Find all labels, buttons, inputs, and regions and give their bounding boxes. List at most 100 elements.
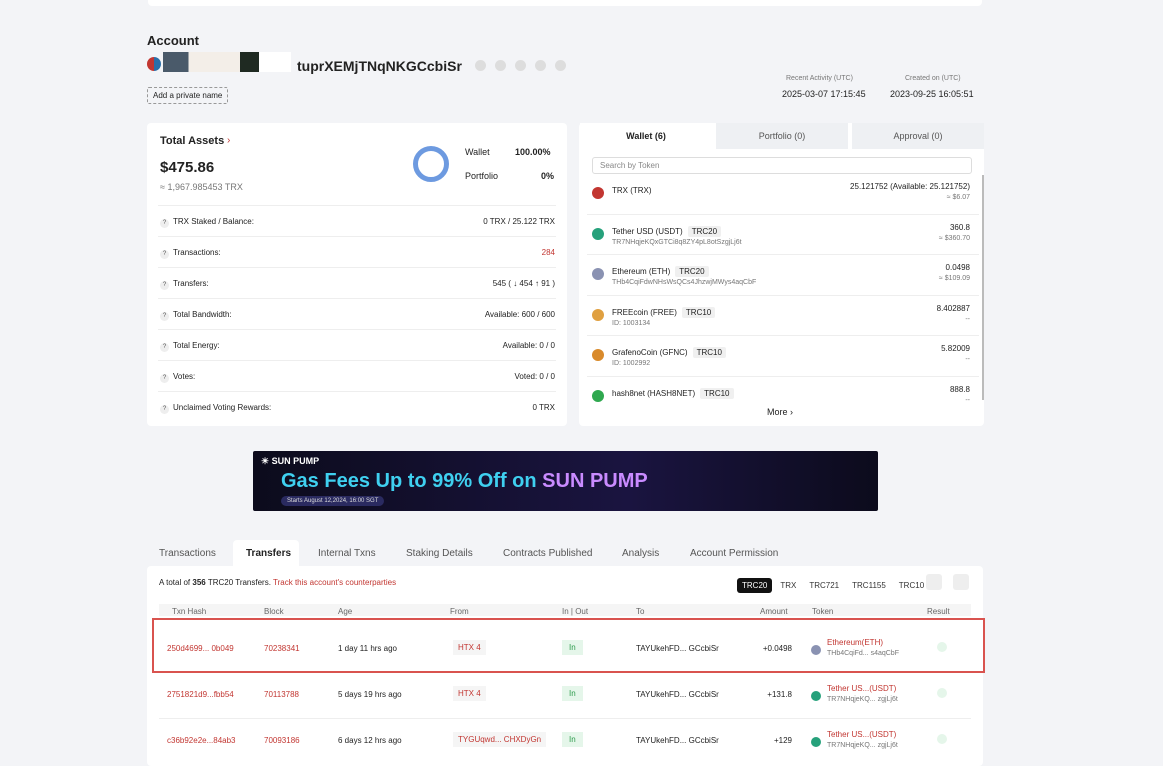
fav-icon[interactable] [535, 60, 546, 71]
recent-activity-label: Recent Activity (UTC) [786, 75, 853, 82]
token-sub: -- [965, 315, 970, 323]
wallet-tab[interactable]: Portfolio (0) [716, 123, 848, 149]
age: 6 days 12 hrs ago [338, 736, 402, 745]
tab[interactable]: Contracts Published [503, 548, 593, 559]
tag-icon[interactable] [515, 60, 526, 71]
top-card [148, 0, 982, 6]
banner-date: Starts August 12,2024, 16:00 SGT [281, 496, 385, 506]
more-icon[interactable] [555, 60, 566, 71]
token-filter[interactable]: TRX [780, 581, 797, 590]
row-value: 545 ( ↓ 454 ↑ 91 ) [492, 279, 555, 288]
tab[interactable]: Staking Details [406, 548, 473, 559]
row-label: ? Unclaimed Voting Rewards: [160, 403, 271, 414]
column-header: Block [264, 607, 284, 616]
token-search[interactable]: Search by Token [592, 157, 972, 174]
count: 356 [192, 578, 206, 587]
name-text[interactable]: GrafenoCoin (GFNC) [612, 348, 688, 357]
assets-card: Total Assets › $475.86 ≈ 1,967.985453 TR… [147, 123, 567, 426]
to: TAYUkehFD... GCcbiSr [636, 690, 719, 699]
from[interactable]: HTX 4 [453, 686, 486, 701]
tab[interactable]: Internal Txns [318, 548, 376, 559]
token-icon [592, 389, 604, 402]
token-name: Ethereum (ETH) TRC20 [612, 266, 709, 277]
private-name-button[interactable]: Add a private name [147, 87, 229, 104]
help-icon[interactable]: ? [160, 343, 169, 352]
usd-total: $475.86 [160, 159, 215, 176]
banner[interactable]: ☀ SUN PUMP Gas Fees Up to 99% Off on SUN… [253, 451, 878, 511]
token-amount: 25.121752 (Available: 25.121752) [850, 182, 970, 191]
row-value: Available: 0 / 0 [502, 341, 555, 350]
name-text[interactable]: FREEcoin (FREE) [612, 307, 677, 317]
token-name[interactable]: Tether US...(USDT) [827, 730, 897, 739]
tab[interactable]: Account Permission [690, 548, 779, 559]
name-text[interactable]: TRX (TRX) [612, 186, 652, 195]
txn-hash[interactable]: 2751821d9...fbb54 [167, 690, 234, 699]
token-sub: ≈ $109.09 [938, 275, 970, 282]
token-id: ID: 1003134 [612, 319, 651, 327]
chevron[interactable]: › [227, 135, 231, 146]
row-label: ? Votes: [160, 372, 195, 383]
block[interactable]: 70238341 [264, 644, 300, 653]
token-amount: 360.8 [949, 222, 970, 232]
token-name[interactable]: Tether US...(USDT) [827, 684, 897, 693]
amount: +0.0498 [762, 644, 792, 653]
filters: TRC20 TRX TRC721 TRC1155 TRC10 [737, 575, 932, 593]
wallet-tab[interactable]: Wallet (6) [580, 123, 712, 149]
help-icon[interactable]: ? [160, 219, 169, 228]
help-icon[interactable]: ? [160, 405, 169, 414]
block[interactable]: 70113788 [264, 690, 299, 699]
token-icon [592, 308, 604, 321]
wallet-tab[interactable]: Approval (0) [852, 123, 984, 149]
transfers-card: A total of 356 TRC20 Transfers. Track th… [147, 566, 983, 766]
summary-prefix: A total of [159, 578, 191, 587]
tab[interactable]: Analysis [622, 548, 660, 559]
token-tag: TRC20 [687, 225, 722, 237]
column-header: Token [812, 607, 834, 616]
block[interactable]: 70093186 [264, 736, 300, 745]
wallet-label: Wallet [465, 147, 490, 157]
token-amount: 8.402887 [936, 303, 970, 313]
token-filter[interactable]: TRC20 [737, 578, 773, 593]
txn-hash[interactable]: c36b92e2e...84ab3 [167, 736, 236, 745]
divider [158, 205, 556, 206]
column-header: Age [338, 607, 353, 616]
calendar-button[interactable] [926, 574, 942, 590]
label-text: Unclaimed Voting Rewards: [173, 403, 272, 412]
tab[interactable]: Transactions [159, 548, 216, 559]
from[interactable]: HTX 4 [453, 640, 486, 655]
column-header: Amount [760, 607, 788, 616]
divider [587, 294, 979, 296]
more-link[interactable]: More › [767, 407, 794, 417]
donut [413, 146, 449, 182]
token-name[interactable]: Ethereum(ETH) [827, 638, 884, 647]
assets-title[interactable]: Total Assets [160, 135, 225, 147]
to: TAYUkehFD... GCcbiSr [636, 644, 719, 653]
help-icon[interactable]: ? [160, 312, 169, 321]
name-text[interactable]: Ethereum (ETH) [612, 267, 671, 276]
scrollbar [982, 175, 984, 400]
help-icon[interactable]: ? [160, 281, 169, 290]
qr-icon[interactable] [495, 60, 506, 71]
txn-hash[interactable]: 250d4699... 0b049 [167, 644, 234, 653]
token-icon [592, 187, 604, 199]
token-tag: TRC10 [692, 347, 726, 358]
track-link[interactable]: Track this account's counterparties [273, 578, 397, 587]
token-filter[interactable]: TRC1155 [852, 581, 886, 590]
column-header: In | Out [562, 607, 589, 616]
name-text[interactable]: Tether USD (USDT) [612, 226, 683, 236]
label-text: TRX Staked / Balance: [173, 217, 254, 226]
divider [587, 213, 979, 215]
help-icon[interactable]: ? [160, 374, 169, 383]
row-value: 0 TRX [532, 403, 555, 412]
token-filter[interactable]: TRC721 [809, 581, 840, 590]
copy-icon[interactable] [475, 60, 486, 71]
help-icon[interactable]: ? [160, 250, 169, 259]
wallet-pct: 100.00% [515, 147, 551, 157]
export-button[interactable] [953, 574, 969, 590]
from[interactable]: TYGUqwd... CHXDyGn [453, 732, 547, 747]
token-filter[interactable]: TRC10 [898, 581, 925, 590]
tab[interactable]: Transfers [246, 548, 292, 559]
name-text[interactable]: hash8net (HASH8NET) [612, 388, 696, 398]
token-icon [592, 268, 604, 280]
